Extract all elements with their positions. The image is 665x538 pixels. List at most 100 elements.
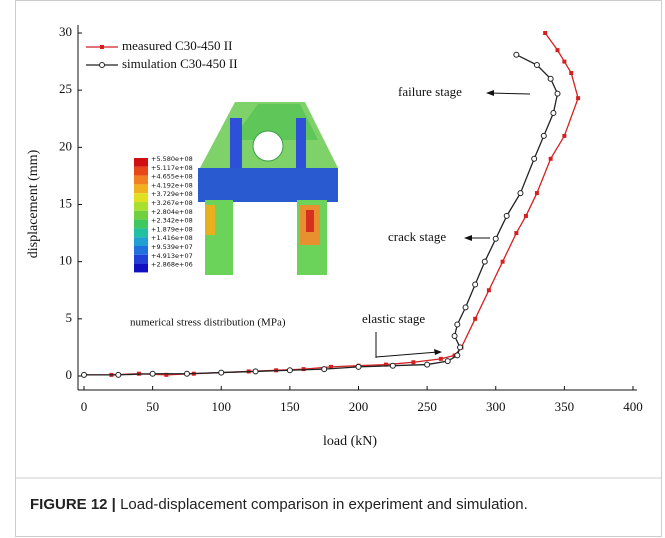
point — [356, 364, 361, 369]
x-tick-label: 350 — [555, 399, 575, 414]
point — [287, 368, 292, 373]
colorbar-band — [134, 193, 148, 202]
point — [514, 52, 519, 57]
x-tick-label: 300 — [486, 399, 506, 414]
colorbar-band — [134, 255, 148, 264]
point — [551, 111, 556, 116]
colorbar-band — [134, 184, 148, 193]
colorbar-label: +2.342e+08 — [151, 217, 193, 225]
colorbar-label: +4.655e+08 — [151, 173, 193, 181]
page: {"chart_data": {"type": "line", "xlabel"… — [0, 0, 665, 538]
arrow — [376, 352, 438, 357]
annotation: failure stage — [398, 84, 462, 99]
colorbar-label: +1.416e+08 — [151, 234, 193, 242]
legend-label: measured C30-450 II — [122, 38, 232, 53]
arrow-head — [434, 349, 442, 355]
colorbar-band — [134, 176, 148, 185]
point — [534, 63, 539, 68]
x-tick-label: 100 — [212, 399, 232, 414]
x-tick-label: 200 — [349, 399, 369, 414]
point — [463, 305, 468, 310]
arrow-head — [486, 90, 494, 96]
colorbar-band — [134, 228, 148, 237]
point — [445, 359, 450, 364]
point — [425, 362, 430, 367]
caption-label: FIGURE 12 | — [30, 496, 116, 513]
point — [501, 260, 505, 264]
colorbar-band — [134, 220, 148, 229]
colorbar-label: +4.913e+07 — [151, 252, 193, 260]
y-axis-label: displacement (mm) — [26, 149, 41, 258]
point — [543, 31, 547, 35]
point — [518, 191, 523, 196]
colorbar: +5.580e+08+5.117e+08+4.655e+08+4.192e+08… — [134, 155, 193, 272]
colorbar-label: +2.804e+08 — [151, 208, 193, 216]
colorbar-label: +4.192e+08 — [151, 181, 193, 189]
point — [514, 231, 518, 235]
point — [455, 353, 460, 358]
point — [493, 236, 498, 241]
colorbar-band — [134, 264, 148, 273]
x-axis-label: load (kN) — [323, 434, 377, 449]
legend-label: simulation C30-450 II — [122, 56, 238, 71]
colorbar-band — [134, 158, 148, 167]
point — [562, 60, 566, 64]
x-tick-label: 400 — [623, 399, 643, 414]
y-tick-label: 20 — [59, 138, 72, 153]
legend-marker — [100, 63, 105, 68]
caption-text: Load-displacement comparison in experime… — [120, 496, 528, 513]
colorbar-band — [134, 202, 148, 211]
point — [482, 259, 487, 264]
point — [452, 333, 457, 338]
point — [411, 360, 415, 364]
annotation: crack stage — [388, 229, 446, 244]
stress-inset — [198, 102, 338, 275]
colorbar-label: +1.879e+08 — [151, 225, 193, 233]
colorbar-label: +3.267e+08 — [151, 199, 193, 207]
arrow — [490, 93, 530, 94]
x-tick-label: 150 — [280, 399, 300, 414]
point — [390, 363, 395, 368]
point — [569, 71, 573, 75]
colorbar-label: +2.868e+06 — [151, 261, 193, 269]
point — [535, 191, 539, 195]
point — [487, 288, 491, 292]
point — [556, 48, 560, 52]
point — [150, 371, 155, 376]
point — [524, 214, 528, 218]
point — [555, 91, 560, 96]
point — [541, 133, 546, 138]
colorbar-band — [134, 167, 148, 176]
point — [576, 96, 580, 100]
point — [549, 157, 553, 161]
point — [219, 370, 224, 375]
point — [458, 345, 463, 350]
point — [253, 369, 258, 374]
y-tick-label: 25 — [59, 81, 72, 96]
colorbar-band — [134, 237, 148, 246]
point — [184, 371, 189, 376]
point — [82, 372, 87, 377]
point — [504, 213, 509, 218]
y-tick-label: 30 — [59, 24, 72, 39]
chart: +5.580e+08+5.117e+08+4.655e+08+4.192e+08… — [0, 0, 665, 538]
legend-marker — [100, 45, 104, 49]
y-tick-label: 0 — [66, 367, 73, 382]
colorbar-band — [134, 211, 148, 220]
colorbar-label: +5.117e+08 — [151, 164, 193, 172]
point — [562, 134, 566, 138]
annotation: numerical stress distribution (MPa) — [130, 317, 286, 329]
point — [473, 317, 477, 321]
point — [473, 282, 478, 287]
x-tick-label: 0 — [81, 399, 88, 414]
colorbar-label: +9.539e+07 — [151, 243, 193, 251]
point — [548, 76, 553, 81]
x-tick-label: 250 — [417, 399, 437, 414]
point — [116, 372, 121, 377]
point — [532, 156, 537, 161]
point — [322, 367, 327, 372]
colorbar-label: +3.729e+08 — [151, 190, 193, 198]
annotation: elastic stage — [362, 311, 425, 326]
figure-frame — [16, 1, 662, 537]
point — [439, 357, 443, 361]
